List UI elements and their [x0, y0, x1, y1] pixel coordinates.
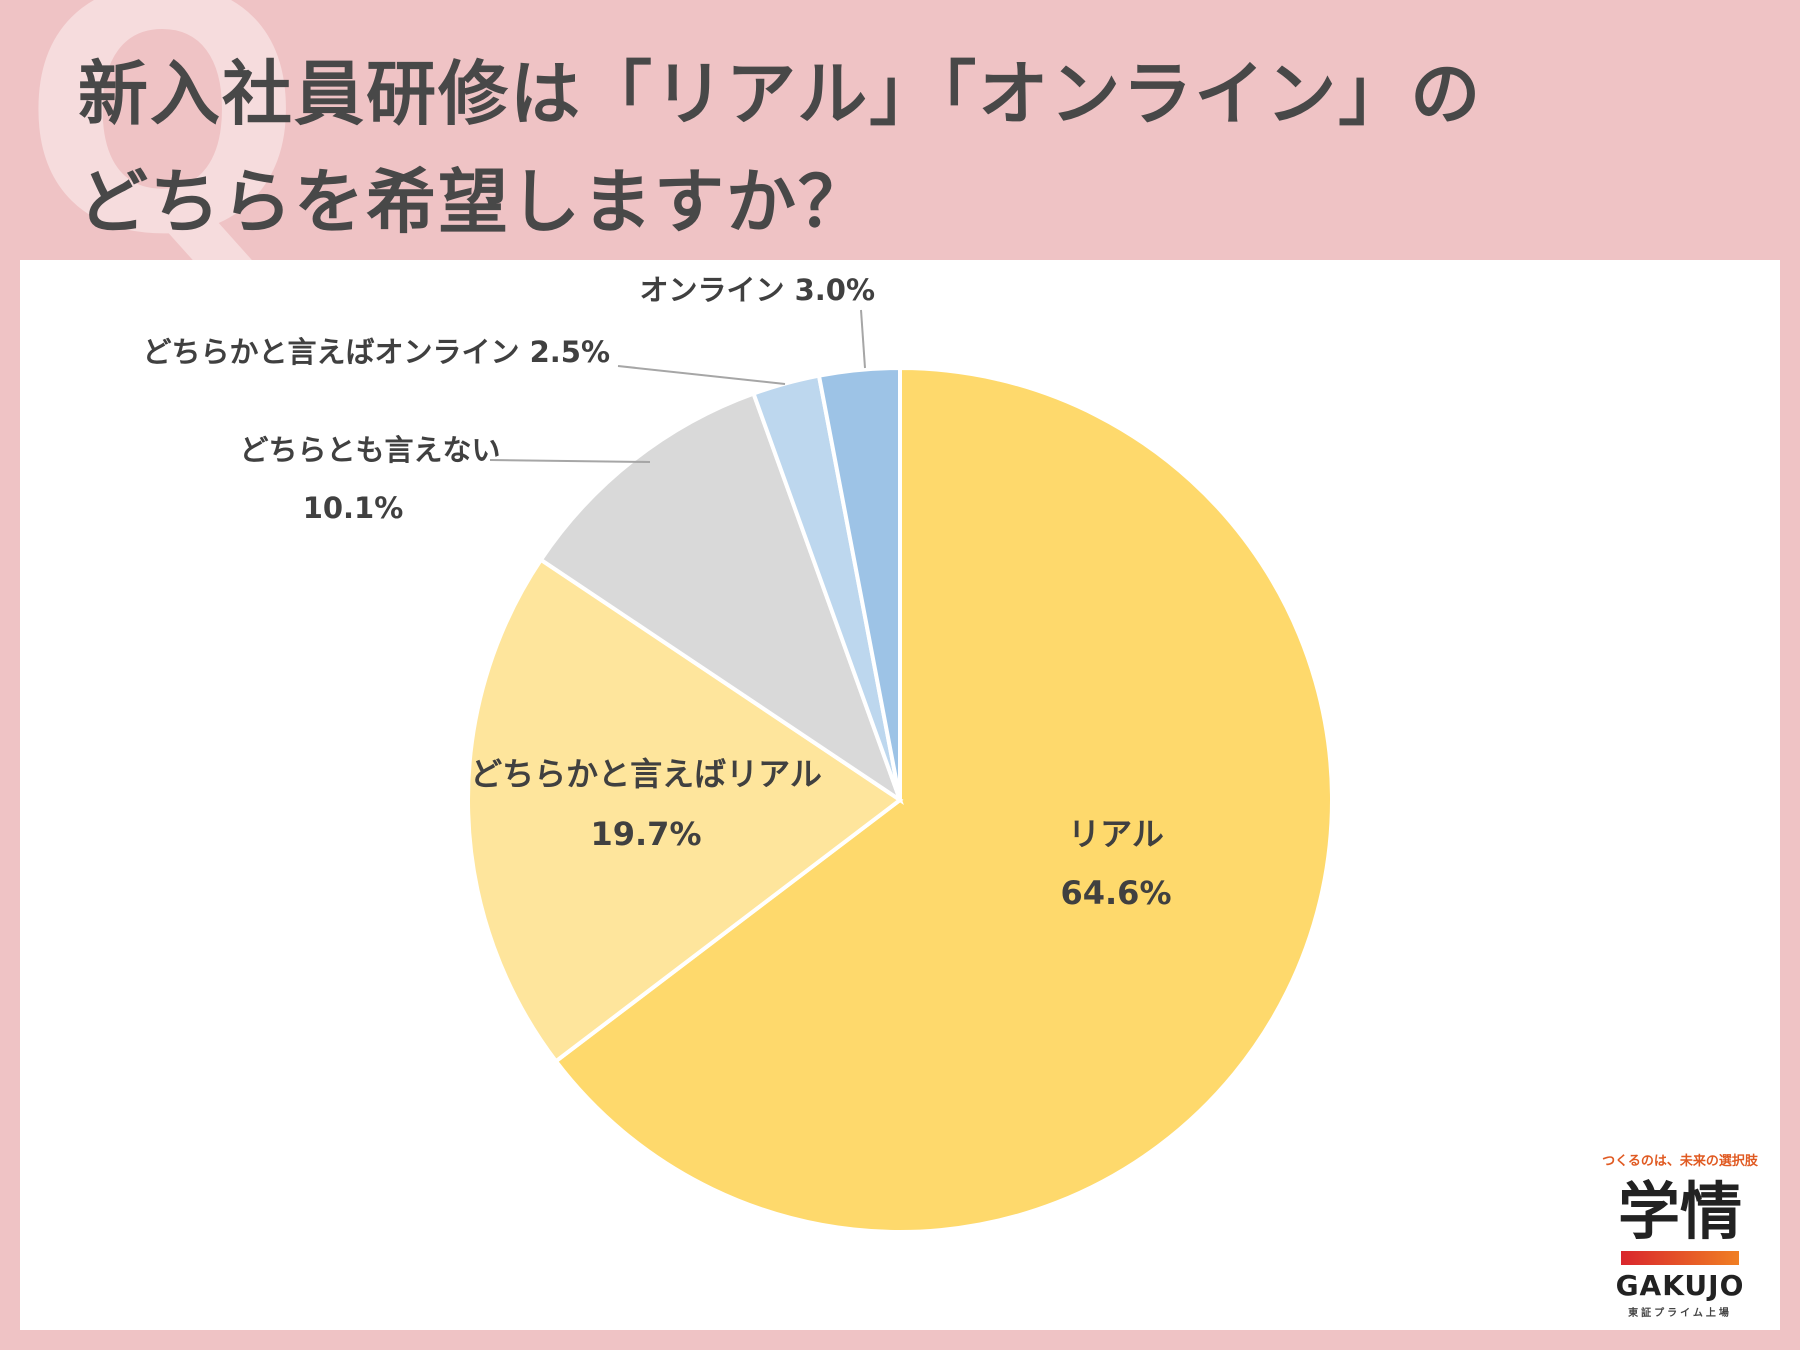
- page-title: 新入社員研修は「リアル」「オンライン」の どちらを希望しますか？: [78, 40, 1482, 256]
- pie-slice-4: [816, 365, 902, 801]
- chart-panel: リアル 64.6% どちらかと言えばリアル 19.7% どちらとも言えない 10.1% どち…: [20, 260, 1780, 1330]
- leader-line-4: [860, 309, 866, 369]
- pie-slices: [466, 365, 1334, 1234]
- title-line-2: どちらを希望しますか？: [78, 161, 870, 243]
- slice-value-1: 19.7%: [590, 815, 701, 853]
- pie-slice-2: [538, 391, 904, 806]
- pie-slice-1: [466, 557, 904, 1065]
- logo-bar: [1621, 1251, 1739, 1265]
- slice-name-1: どちらかと言えばリアル: [470, 755, 822, 793]
- gakujo-logo: つくるのは、未来の選択肢 学情 GAKUJO 東証プライム上場: [1580, 1150, 1780, 1319]
- logo-english: GAKUJO: [1615, 1269, 1745, 1302]
- logo-tagline: つくるのは、未来の選択肢: [1602, 1154, 1758, 1169]
- q-mark-decoration: Q: [22, 0, 303, 307]
- slice-value-0: 64.6%: [1060, 874, 1171, 912]
- leader-lines: [489, 309, 866, 463]
- slice-value-2: 10.1%: [303, 491, 404, 525]
- data-labels: リアル 64.6% どちらかと言えばリアル 19.7% どちらとも言えない 10.1% どち…: [142, 273, 1171, 912]
- title-line-1: 新入社員研修は「リアル」「オンライン」の: [78, 53, 1483, 135]
- logo-listing: 東証プライム上場: [1628, 1308, 1732, 1319]
- logo-kanji: 学情: [1617, 1175, 1742, 1248]
- slice-label-3: どちらかと言えばオンライン 2.5%: [142, 335, 610, 369]
- pie-chart: リアル 64.6% どちらかと言えばリアル 19.7% どちらとも言えない 10.1% どち…: [142, 273, 1334, 1234]
- leader-line-2: [489, 459, 651, 463]
- leader-line-3: [617, 365, 786, 385]
- slice-name-0: リアル: [1068, 815, 1164, 853]
- pie-slice-0: [553, 365, 1334, 1234]
- slice-name-2: どちらとも言えない: [239, 433, 500, 467]
- slice-label-4: オンライン 3.0%: [639, 273, 875, 307]
